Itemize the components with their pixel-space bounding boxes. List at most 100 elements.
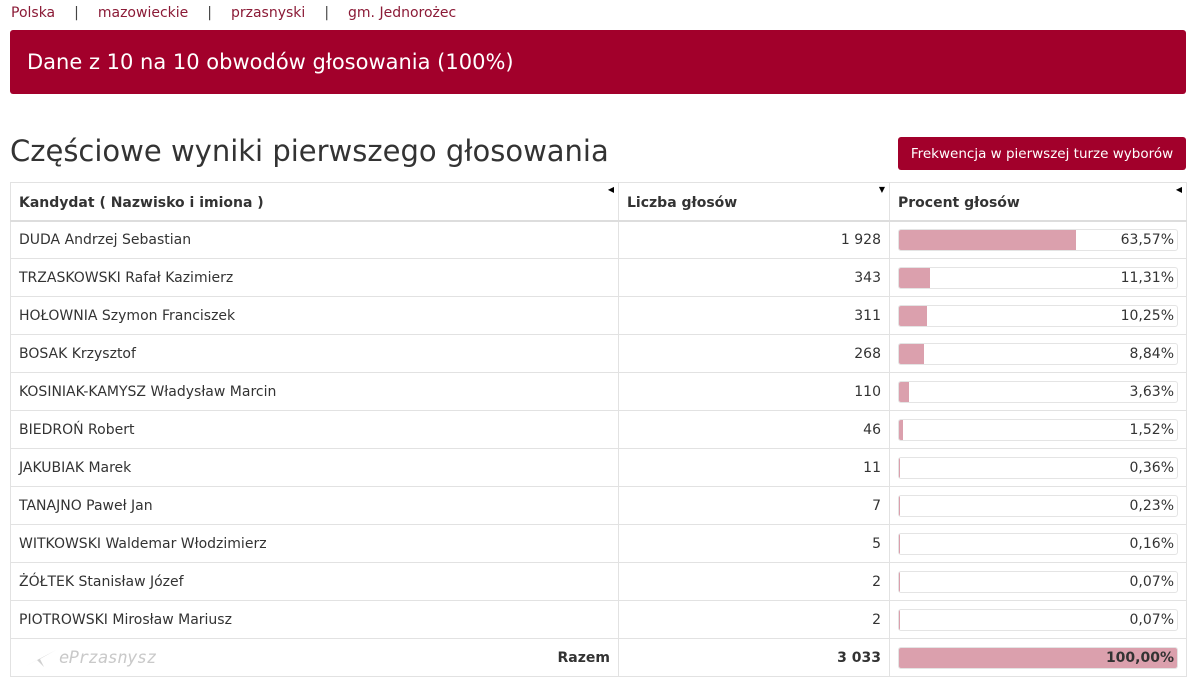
percent-cell: 1,52% — [889, 410, 1187, 449]
data-coverage-text: Dane z 10 na 10 obwodów głosowania (100%… — [27, 50, 514, 74]
percent-cell: 0,07% — [889, 562, 1187, 601]
vote-count: 7 — [618, 486, 890, 525]
column-header-label: Kandydat ( Nazwisko i imiona ) — [19, 195, 264, 212]
percent-bar-fill — [899, 647, 1177, 668]
total-votes: 3 033 — [618, 638, 890, 677]
percent-cell: 3,63% — [889, 372, 1187, 411]
table-row: BIEDROŃ Robert 46 1,52% — [10, 410, 1187, 449]
table-row: DUDA Andrzej Sebastian 1 928 63,57% — [10, 220, 1187, 259]
percent-label: 10,25% — [1120, 307, 1174, 324]
column-header-percent[interactable]: Procent głosów ◀ — [889, 182, 1187, 222]
percent-label: 0,23% — [1129, 497, 1174, 514]
watermark-text: ePrzasnysz — [59, 647, 157, 668]
percent-bar: 3,63% — [898, 380, 1178, 403]
eprzasnysz-logo-icon — [24, 649, 56, 667]
percent-label: 0,07% — [1129, 573, 1174, 590]
percent-bar: 11,31% — [898, 266, 1178, 289]
breadcrumb-separator: | — [324, 5, 330, 21]
caret-down-icon[interactable]: ▼ — [878, 185, 885, 194]
candidate-name: DUDA Andrzej Sebastian — [10, 220, 619, 259]
percent-cell: 0,36% — [889, 448, 1187, 487]
percent-bar: 10,25% — [898, 304, 1178, 327]
table-row: HOŁOWNIA Szymon Franciszek 311 10,25% — [10, 296, 1187, 335]
column-header-candidate[interactable]: Kandydat ( Nazwisko i imiona ) ◀ — [10, 182, 619, 222]
table-row: PIOTROWSKI Mirosław Mariusz 2 0,07% — [10, 600, 1187, 639]
percent-label: 0,07% — [1129, 611, 1174, 628]
percent-bar-fill — [899, 229, 1076, 250]
percent-bar-fill — [899, 419, 904, 440]
percent-cell: 11,31% — [889, 258, 1187, 297]
vote-count: 268 — [618, 334, 890, 373]
vote-count: 2 — [618, 562, 890, 601]
percent-bar: 1,52% — [898, 418, 1178, 441]
candidate-name: TRZASKOWSKI Rafał Kazimierz — [10, 258, 619, 297]
column-header-label: Liczba głosów — [627, 195, 738, 212]
percent-bar-fill — [899, 495, 900, 516]
candidate-name: ŻÓŁTEK Stanisław Józef — [10, 562, 619, 601]
percent-cell: 0,23% — [889, 486, 1187, 525]
candidate-name: TANAJNO Paweł Jan — [10, 486, 619, 525]
table-row: WITKOWSKI Waldemar Włodzimierz 5 0,16% — [10, 524, 1187, 563]
table-row: TANAJNO Paweł Jan 7 0,23% — [10, 486, 1187, 525]
percent-bar-fill — [899, 343, 924, 364]
percent-bar: 0,16% — [898, 532, 1178, 555]
candidate-name: PIOTROWSKI Mirosław Mariusz — [10, 600, 619, 639]
vote-count: 2 — [618, 600, 890, 639]
caret-left-icon[interactable]: ◀ — [607, 185, 614, 194]
percent-label: 100,00% — [1105, 649, 1174, 666]
column-header-label: Procent głosów — [898, 195, 1020, 212]
breadcrumb-link-county[interactable]: przasnyski — [230, 5, 306, 21]
percent-label: 1,52% — [1129, 421, 1174, 438]
percent-bar: 0,07% — [898, 608, 1178, 631]
percent-bar: 8,84% — [898, 342, 1178, 365]
vote-count: 46 — [618, 410, 890, 449]
total-label: Razem — [557, 649, 610, 666]
table-header-row: Kandydat ( Nazwisko i imiona ) ◀ Liczba … — [10, 182, 1187, 222]
vote-count: 110 — [618, 372, 890, 411]
percent-bar: 0,07% — [898, 570, 1178, 593]
percent-label: 0,16% — [1129, 535, 1174, 552]
table-row: JAKUBIAK Marek 11 0,36% — [10, 448, 1187, 487]
breadcrumb-link-commune[interactable]: gm. Jednorożec — [348, 5, 457, 21]
percent-cell: 10,25% — [889, 296, 1187, 335]
vote-count: 5 — [618, 524, 890, 563]
total-row: ePrzasnysz Razem 3 033 100,00% — [10, 638, 1187, 677]
data-coverage-banner: Dane z 10 na 10 obwodów głosowania (100%… — [10, 30, 1186, 94]
page-title: Częściowe wyniki pierwszego głosowania — [10, 134, 609, 168]
candidate-name: JAKUBIAK Marek — [10, 448, 619, 487]
percent-cell: 0,16% — [889, 524, 1187, 563]
breadcrumb-link-country[interactable]: Polska — [11, 5, 56, 21]
eprzasnysz-watermark: ePrzasnysz — [23, 647, 157, 669]
total-label-cell: ePrzasnysz Razem — [10, 638, 619, 677]
candidate-name: BIEDROŃ Robert — [10, 410, 619, 449]
turnout-button[interactable]: Frekwencja w pierwszej turze wyborów — [898, 137, 1186, 170]
column-header-votes[interactable]: Liczba głosów ▼ — [618, 182, 890, 222]
table-row: BOSAK Krzysztof 268 8,84% — [10, 334, 1187, 373]
breadcrumb-link-voivodeship[interactable]: mazowieckie — [97, 5, 189, 21]
percent-bar-fill — [899, 267, 931, 288]
percent-label: 3,63% — [1129, 383, 1174, 400]
vote-count: 1 928 — [618, 220, 890, 259]
percent-cell: 0,07% — [889, 600, 1187, 639]
results-table: Kandydat ( Nazwisko i imiona ) ◀ Liczba … — [10, 182, 1187, 677]
percent-label: 0,36% — [1129, 459, 1174, 476]
percent-bar: 0,23% — [898, 494, 1178, 517]
percent-bar: 63,57% — [898, 228, 1178, 251]
caret-left-icon[interactable]: ◀ — [1175, 185, 1182, 194]
table-row: KOSINIAK-KAMYSZ Władysław Marcin 110 3,6… — [10, 372, 1187, 411]
vote-count: 11 — [618, 448, 890, 487]
percent-bar-fill — [899, 457, 900, 478]
percent-bar: 100,00% — [898, 646, 1178, 669]
table-row: ŻÓŁTEK Stanisław Józef 2 0,07% — [10, 562, 1187, 601]
vote-count: 311 — [618, 296, 890, 335]
results-body: DUDA Andrzej Sebastian 1 928 63,57% TRZA… — [10, 220, 1187, 639]
candidate-name: HOŁOWNIA Szymon Franciszek — [10, 296, 619, 335]
total-percent-cell: 100,00% — [889, 638, 1187, 677]
percent-bar-fill — [899, 305, 928, 326]
table-row: TRZASKOWSKI Rafał Kazimierz 343 11,31% — [10, 258, 1187, 297]
percent-cell: 63,57% — [889, 220, 1187, 259]
breadcrumb-separator: | — [74, 5, 79, 21]
breadcrumb-separator: | — [207, 5, 212, 21]
percent-label: 11,31% — [1120, 269, 1174, 286]
percent-label: 8,84% — [1129, 345, 1174, 362]
